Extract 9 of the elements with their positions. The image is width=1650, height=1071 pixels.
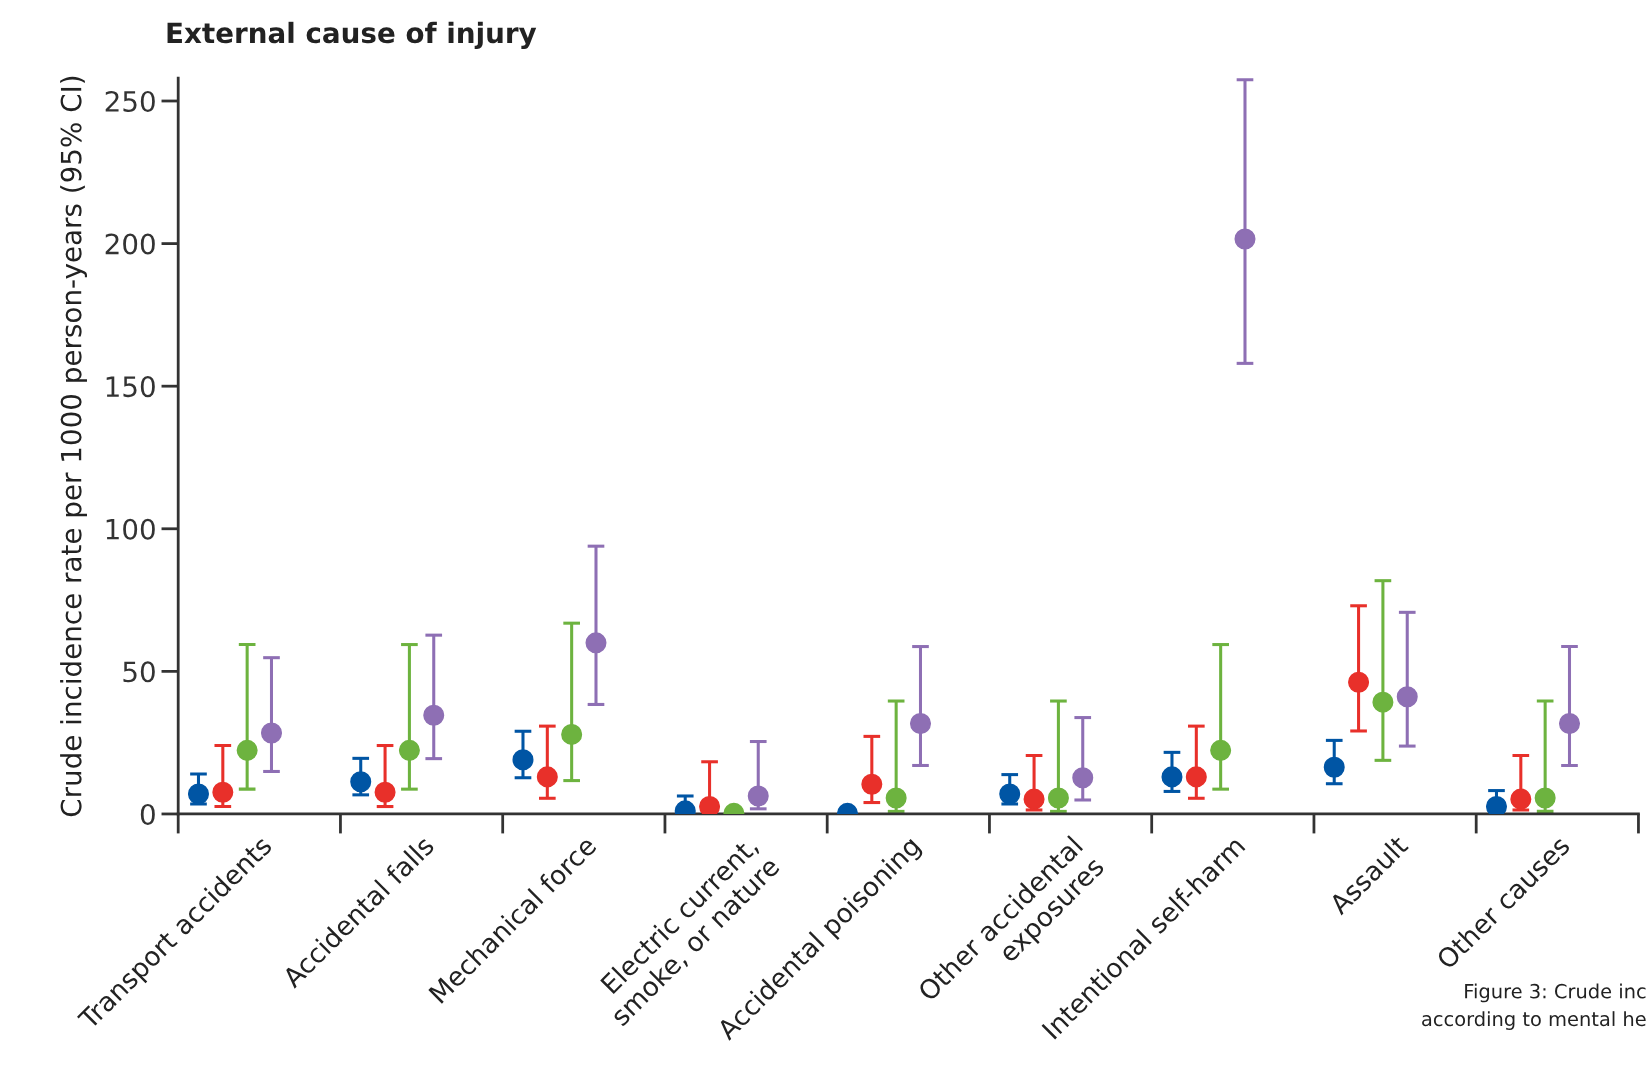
chart-title: External cause of injury [167, 21, 537, 49]
caption: Figure 3: Crude inc according to mental he [1422, 983, 1646, 1030]
y-tick-label: 200 [105, 233, 155, 255]
y-tick-label: 50 [123, 661, 155, 683]
y-tick-label: 100 [106, 518, 155, 540]
y-tick-label: 0 [140, 803, 155, 825]
y-tick-label: 150 [106, 376, 155, 398]
y-axis-title: Crude incidence rate per 1000 person-years (95% CI) [60, 76, 87, 817]
y-tick-label: 250 [105, 90, 155, 112]
